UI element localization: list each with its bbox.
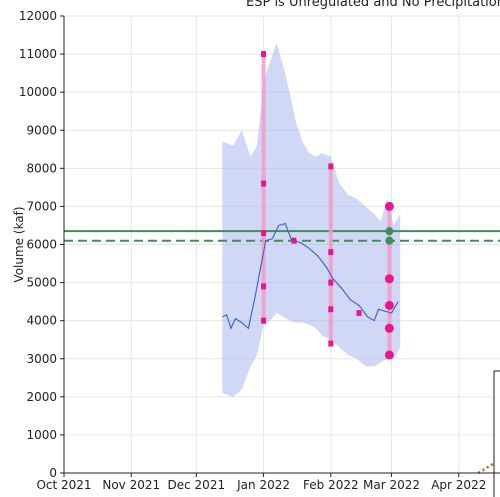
- forecast-point: [384, 201, 394, 211]
- observed-point: [291, 237, 297, 244]
- forecast-point: [328, 306, 334, 313]
- legend-box: [493, 370, 500, 497]
- x-tick-label: Apr 2022: [431, 478, 486, 492]
- forecast-point: [328, 163, 334, 170]
- y-tick-label: 2000: [26, 390, 57, 404]
- x-tick-label: Jan 2022: [236, 478, 290, 492]
- forecast-point: [328, 279, 334, 286]
- reference-marker: [385, 227, 394, 236]
- y-tick-label: 1000: [26, 428, 57, 442]
- forecast-point: [384, 350, 394, 360]
- y-tick-label: 0: [49, 466, 57, 480]
- y-tick-label: 6000: [26, 238, 57, 252]
- y-tick-label: 9000: [26, 123, 57, 137]
- forecast-point: [328, 340, 334, 347]
- forecast-point: [261, 51, 267, 58]
- y-tick-label: 8000: [26, 161, 57, 175]
- y-tick-label: 7000: [26, 199, 57, 213]
- forecast-point: [261, 317, 267, 324]
- y-tick-label: 3000: [26, 352, 57, 366]
- forecast-point: [261, 180, 267, 187]
- y-tick-label: 5000: [26, 276, 57, 290]
- x-tick-label: Feb 2022: [303, 478, 359, 492]
- x-tick-label: Oct 2021: [36, 478, 91, 492]
- x-tick-label: Nov 2021: [102, 478, 160, 492]
- forecast-point: [384, 274, 394, 284]
- esp-median-line: [222, 222, 399, 330]
- x-tick-label: Mar 2022: [363, 478, 420, 492]
- y-tick-label: 12000: [19, 9, 57, 23]
- reference-marker: [385, 236, 394, 245]
- forecast-point: [384, 323, 394, 333]
- forecast-point: [261, 230, 267, 237]
- chart-title: ESP is Unregulated and No Precipitation: [246, 0, 500, 10]
- forecast-point: [328, 249, 334, 256]
- x-tick-label: Dec 2021: [168, 478, 226, 492]
- observed-point: [356, 310, 362, 317]
- y-tick-label: 10000: [19, 85, 57, 99]
- forecast-point: [384, 300, 394, 310]
- forecast-point: [261, 283, 267, 290]
- y-axis-label: Volume (kaf): [12, 206, 26, 282]
- y-tick-label: 4000: [26, 314, 57, 328]
- esp-range-band: [222, 42, 401, 397]
- y-tick-label: 11000: [19, 47, 57, 61]
